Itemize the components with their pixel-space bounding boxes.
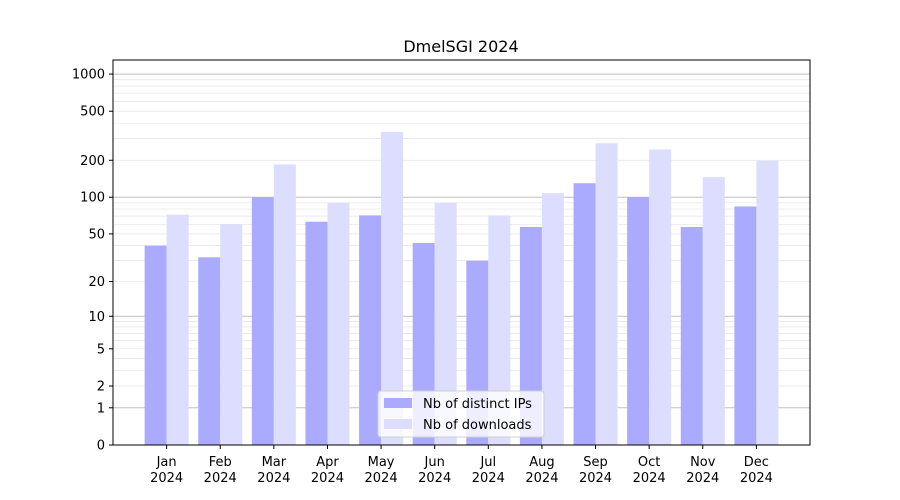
x-tick-label-month: Nov <box>690 455 716 470</box>
x-tick-label-year: 2024 <box>525 471 558 486</box>
bar-downloads <box>273 164 296 446</box>
y-tick-label: 2 <box>97 380 105 395</box>
x-tick-label-month: Mar <box>262 455 287 470</box>
bar-distinct-ips <box>359 215 382 445</box>
bar-distinct-ips <box>680 226 703 445</box>
x-tick-label-month: Dec <box>744 455 769 470</box>
bar-distinct-ips <box>144 245 167 445</box>
legend: Nb of distinct IPs Nb of downloads <box>377 390 545 438</box>
bar-downloads <box>381 131 404 445</box>
y-tick-label: 500 <box>80 105 105 120</box>
x-tick-label-year: 2024 <box>418 471 451 486</box>
legend-label: Nb of distinct IPs <box>423 397 532 412</box>
x-tick-label-month: Jun <box>424 455 445 470</box>
y-tick-label: 10 <box>88 310 105 325</box>
bar-distinct-ips <box>198 257 221 445</box>
x-tick-label-year: 2024 <box>365 471 398 486</box>
bar-downloads <box>702 177 725 446</box>
bar-downloads <box>488 215 511 445</box>
bar-downloads <box>166 214 189 445</box>
x-tick-label-year: 2024 <box>204 471 237 486</box>
bar-distinct-ips <box>251 197 274 445</box>
bar-distinct-ips <box>305 221 328 445</box>
y-axis-ticks: 0 1 2 5 10 20 50 100 200 500 1000 <box>72 68 113 454</box>
y-tick-label: 50 <box>88 227 105 242</box>
x-tick-label-year: 2024 <box>579 471 612 486</box>
bar-distinct-ips <box>627 197 650 445</box>
bar-distinct-ips <box>573 183 596 445</box>
x-tick-label-year: 2024 <box>150 471 183 486</box>
x-tick-label-year: 2024 <box>472 471 505 486</box>
y-tick-label: 1 <box>97 401 105 416</box>
legend-label: Nb of downloads <box>423 418 532 433</box>
y-tick-label: 20 <box>88 275 105 290</box>
legend-box <box>377 390 545 438</box>
x-tick-label-year: 2024 <box>686 471 719 486</box>
bar-distinct-ips <box>519 226 542 445</box>
axes <box>112 59 811 446</box>
x-tick-label-month: Jul <box>479 455 496 470</box>
y-tick-label: 0 <box>97 439 105 454</box>
x-tick-label-month: Apr <box>316 455 339 470</box>
x-tick-label-month: Jan <box>156 455 177 470</box>
legend-swatch <box>384 419 412 429</box>
bar-downloads <box>649 149 672 445</box>
x-tick-label-year: 2024 <box>311 471 344 486</box>
y-tick-label: 100 <box>80 191 105 206</box>
x-tick-label-month: May <box>368 455 395 470</box>
x-axis-ticks: Jan2024Feb2024Mar2024Apr2024May2024Jun20… <box>150 445 773 486</box>
bars <box>144 131 779 446</box>
bar-distinct-ips <box>734 206 757 445</box>
x-tick-label-year: 2024 <box>740 471 773 486</box>
y-tick-label: 200 <box>80 154 105 169</box>
bar-downloads <box>595 143 618 445</box>
bar-downloads <box>434 202 457 445</box>
y-tick-label: 1000 <box>72 68 105 83</box>
plot-frame <box>112 59 811 446</box>
bar-downloads <box>327 202 350 445</box>
x-tick-label-month: Sep <box>583 455 608 470</box>
bar-downloads <box>220 224 243 445</box>
x-tick-label-month: Aug <box>529 455 554 470</box>
x-tick-label-month: Feb <box>209 455 232 470</box>
bar-downloads <box>541 193 564 445</box>
y-tick-label: 5 <box>97 342 105 357</box>
x-tick-label-year: 2024 <box>257 471 290 486</box>
bar-downloads <box>756 160 779 445</box>
legend-swatch <box>384 398 412 408</box>
x-tick-label-year: 2024 <box>633 471 666 486</box>
x-tick-label-month: Oct <box>638 455 660 470</box>
chart-title: DmelSGI 2024 <box>403 37 518 56</box>
